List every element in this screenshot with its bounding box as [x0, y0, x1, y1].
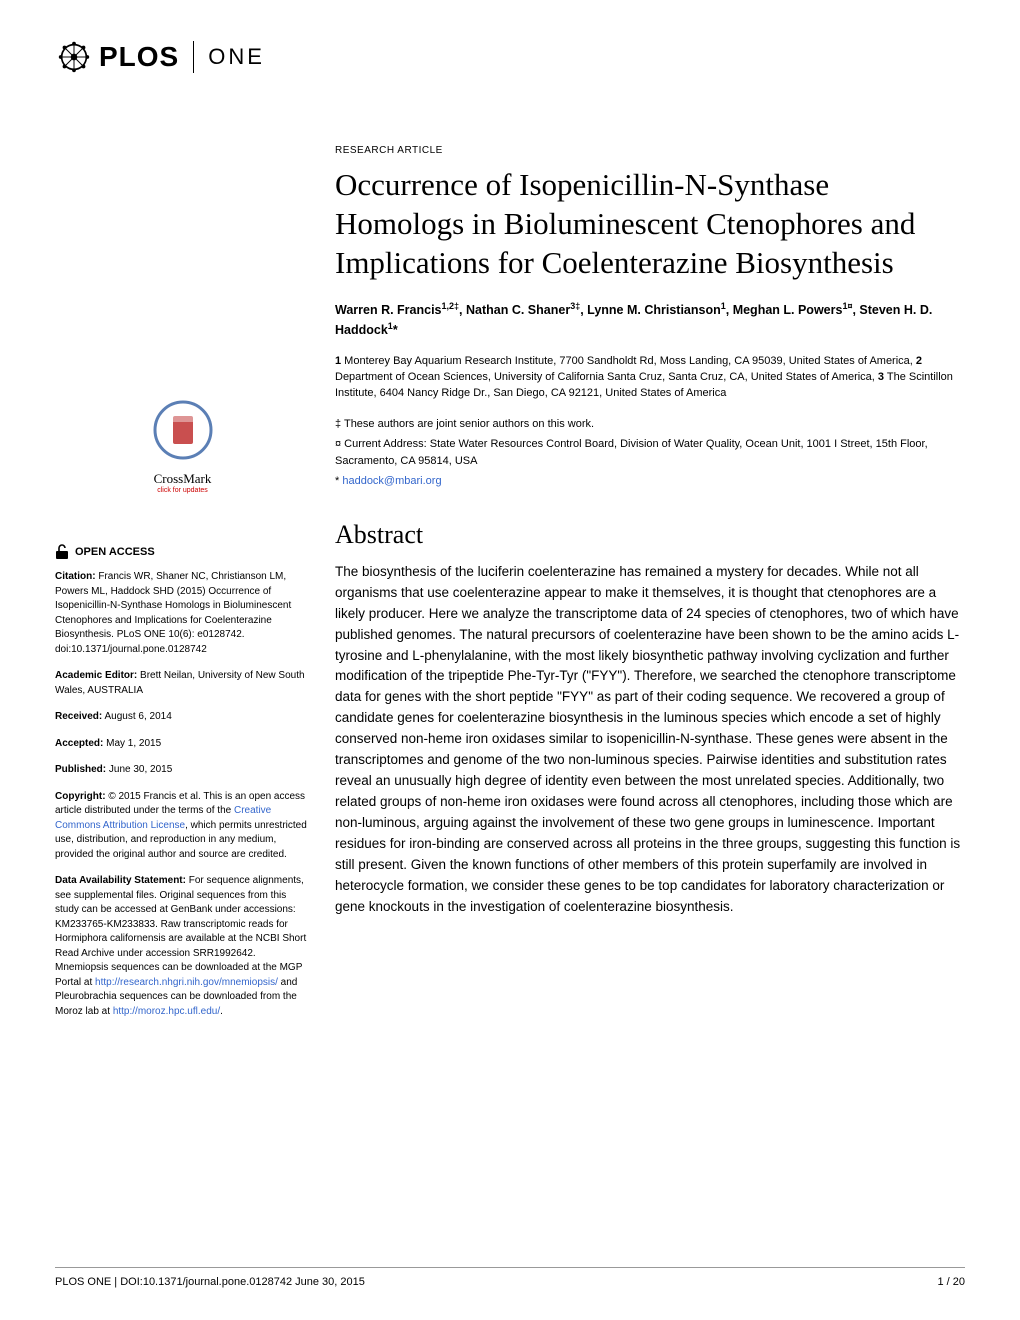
- crossmark-icon: [153, 400, 213, 460]
- current-address-note: ¤ Current Address: State Water Resources…: [335, 436, 965, 469]
- corresponding-email: * haddock@mbari.org: [335, 473, 965, 490]
- open-access-label: OPEN ACCESS: [75, 546, 155, 558]
- copyright-label: Copyright:: [55, 791, 106, 802]
- data-link-2[interactable]: http://moroz.hpc.ufl.edu/: [113, 1006, 220, 1017]
- page-footer: PLOS ONE | DOI:10.1371/journal.pone.0128…: [55, 1267, 965, 1288]
- email-link[interactable]: haddock@mbari.org: [342, 475, 441, 487]
- editor-label: Academic Editor:: [55, 670, 137, 681]
- crossmark-label: CrossMark: [55, 471, 310, 487]
- journal-name: ONE: [208, 44, 265, 70]
- received-label: Received:: [55, 711, 102, 722]
- copyright-block: Copyright: © 2015 Francis et al. This is…: [55, 790, 310, 863]
- data-link-1[interactable]: http://research.nhgri.nih.gov/mnemiopsis…: [95, 977, 278, 988]
- published-block: Published: June 30, 2015: [55, 763, 310, 778]
- footer-right: 1 / 20: [937, 1276, 965, 1288]
- plos-text: PLOS: [99, 41, 179, 73]
- published-text: June 30, 2015: [106, 764, 172, 775]
- affiliations: 1 Monterey Bay Aquarium Research Institu…: [335, 354, 965, 402]
- article-title: Occurrence of Isopenicillin-N-Synthase H…: [335, 166, 965, 282]
- senior-note: ‡ These authors are joint senior authors…: [335, 416, 965, 433]
- footer-left: PLOS ONE | DOI:10.1371/journal.pone.0128…: [55, 1276, 365, 1288]
- journal-header: PLOS ONE: [55, 38, 265, 76]
- authors: Warren R. Francis1,2‡, Nathan C. Shaner3…: [335, 300, 965, 340]
- published-label: Published:: [55, 764, 106, 775]
- main-content: RESEARCH ARTICLE Occurrence of Isopenici…: [335, 145, 965, 918]
- header-divider: [193, 41, 194, 73]
- data-pre: For sequence alignments, see supplementa…: [55, 875, 306, 988]
- received-block: Received: August 6, 2014: [55, 710, 310, 725]
- received-text: August 6, 2014: [102, 711, 172, 722]
- citation-label: Citation:: [55, 571, 96, 582]
- data-label: Data Availability Statement:: [55, 875, 186, 886]
- editor-block: Academic Editor: Brett Neilan, Universit…: [55, 669, 310, 698]
- abstract-text: The biosynthesis of the luciferin coelen…: [335, 562, 965, 918]
- open-lock-icon: [55, 544, 69, 560]
- crossmark-sub: click for updates: [55, 487, 310, 494]
- accepted-text: May 1, 2015: [103, 738, 161, 749]
- sidebar: CrossMark click for updates OPEN ACCESS …: [55, 400, 310, 1031]
- open-access-row: OPEN ACCESS: [55, 544, 310, 560]
- data-availability-block: Data Availability Statement: For sequenc…: [55, 874, 310, 1019]
- abstract-heading: Abstract: [335, 520, 965, 550]
- plos-logo: PLOS: [55, 38, 179, 76]
- article-type: RESEARCH ARTICLE: [335, 145, 965, 156]
- citation-block: Citation: Francis WR, Shaner NC, Christi…: [55, 570, 310, 657]
- crossmark-block[interactable]: CrossMark click for updates: [55, 400, 310, 494]
- accepted-block: Accepted: May 1, 2015: [55, 737, 310, 752]
- data-post: .: [220, 1006, 223, 1017]
- plos-circle-icon: [55, 38, 93, 76]
- citation-text: Francis WR, Shaner NC, Christianson LM, …: [55, 571, 291, 655]
- accepted-label: Accepted:: [55, 738, 103, 749]
